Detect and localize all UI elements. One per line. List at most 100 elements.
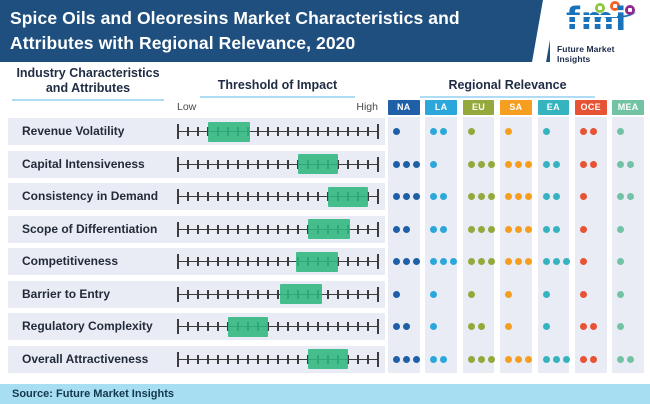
scale-tick xyxy=(267,224,269,234)
relevance-dots-EU xyxy=(467,193,495,200)
relevance-dot xyxy=(617,193,625,200)
relevance-dot xyxy=(542,323,550,330)
scale-tick xyxy=(197,354,199,364)
relevance-dot xyxy=(467,193,475,200)
relevance-dot xyxy=(477,160,485,168)
scale-tick xyxy=(277,159,279,169)
relevance-dots-LA xyxy=(430,160,438,168)
relevance-dot xyxy=(430,225,438,233)
scale-tick xyxy=(347,159,349,169)
relevance-dots-EU xyxy=(467,225,495,233)
scale-tick xyxy=(207,127,209,136)
region-column-NA xyxy=(388,117,420,373)
scale-tick xyxy=(287,354,289,364)
relevance-dot xyxy=(580,225,587,233)
relevance-dot xyxy=(580,160,587,168)
attribute-row: Scope of Differentiation xyxy=(8,215,385,243)
scale-tick xyxy=(367,322,369,331)
scale-tick xyxy=(257,289,259,299)
scale-tick xyxy=(377,124,379,139)
relevance-dot xyxy=(403,355,410,363)
relevance-dots-EU xyxy=(467,160,495,168)
relevance-dot xyxy=(487,225,495,233)
impact-scale xyxy=(177,281,379,308)
attribute-label: Regulatory Complexity xyxy=(22,319,153,333)
scale-tick xyxy=(357,322,359,331)
region-chip-EA: EA xyxy=(537,100,570,115)
relevance-dot xyxy=(505,128,513,135)
region-chip-SA: SA xyxy=(500,100,532,115)
scale-tick xyxy=(237,354,239,364)
relevance-dot xyxy=(440,193,448,200)
relevance-dots-SA xyxy=(505,323,513,330)
chart-icon xyxy=(610,1,620,11)
scale-tick xyxy=(307,127,309,136)
relevance-dot xyxy=(580,323,587,330)
relevance-dot xyxy=(515,160,523,168)
relevance-dots-LA xyxy=(430,258,458,265)
scale-tick xyxy=(347,322,349,331)
relevance-dot xyxy=(590,128,597,135)
relevance-dot xyxy=(393,160,400,168)
scale-tick xyxy=(247,192,249,201)
scale-tick xyxy=(187,354,189,364)
relevance-dot xyxy=(430,193,438,200)
scale-tick xyxy=(207,354,209,364)
region-column-EA xyxy=(537,117,570,373)
scale-tick xyxy=(207,224,209,234)
scale-tick xyxy=(297,322,299,331)
relevance-dot xyxy=(505,290,513,298)
scale-tick xyxy=(177,351,179,367)
relevance-dot xyxy=(430,258,438,265)
relevance-dot xyxy=(467,128,475,135)
scale-tick xyxy=(207,192,209,201)
relevance-dot xyxy=(552,258,560,265)
relevance-dot xyxy=(403,160,410,168)
relevance-dots-OCE xyxy=(580,290,587,298)
relevance-dot xyxy=(413,258,420,265)
scale-tick xyxy=(327,192,329,201)
relevance-dot xyxy=(393,225,400,233)
relevance-dots-LA xyxy=(430,193,448,200)
relevance-dot xyxy=(487,160,495,168)
scale-tick xyxy=(297,354,299,364)
impact-range-box xyxy=(308,349,348,369)
scale-tick xyxy=(377,156,379,172)
relevance-dot xyxy=(505,193,513,200)
page-title: Spice Oils and Oleoresins Market Charact… xyxy=(10,6,460,56)
relevance-dot xyxy=(580,128,587,135)
relevance-dot xyxy=(430,323,438,330)
region-column-SA xyxy=(500,117,532,373)
impact-scale xyxy=(177,346,379,373)
scale-tick xyxy=(177,156,179,172)
scale-tick xyxy=(307,192,309,201)
scale-tick xyxy=(337,289,339,299)
relevance-dot xyxy=(580,258,587,265)
scale-tick xyxy=(257,354,259,364)
scale-tick xyxy=(197,257,199,266)
scale-tick xyxy=(277,289,279,299)
scale-tick xyxy=(217,257,219,266)
relevance-dot xyxy=(617,290,625,298)
scale-tick xyxy=(187,289,189,299)
relevance-dot xyxy=(552,225,560,233)
relevance-dots-EA xyxy=(542,290,550,298)
attribute-row: Barrier to Entry xyxy=(8,280,385,308)
scale-tick xyxy=(367,127,369,136)
logo-swoosh xyxy=(592,4,636,18)
relevance-dots-NA xyxy=(393,258,420,265)
relevance-dot xyxy=(580,355,587,363)
relevance-dot xyxy=(393,290,400,298)
attribute-row: Capital Intensiveness xyxy=(8,150,385,178)
scale-tick xyxy=(317,322,319,331)
scale-tick xyxy=(237,257,239,266)
relevance-dots-EA xyxy=(542,323,550,330)
regional-column-heading: Regional Relevance xyxy=(420,78,595,98)
region-column-MEA xyxy=(612,117,644,373)
scale-tick xyxy=(277,354,279,364)
attribute-row: Competitiveness xyxy=(8,248,385,275)
scale-tick xyxy=(197,289,199,299)
scale-tick xyxy=(277,127,279,136)
scale-tick xyxy=(377,254,379,269)
scale-tick xyxy=(177,124,179,139)
